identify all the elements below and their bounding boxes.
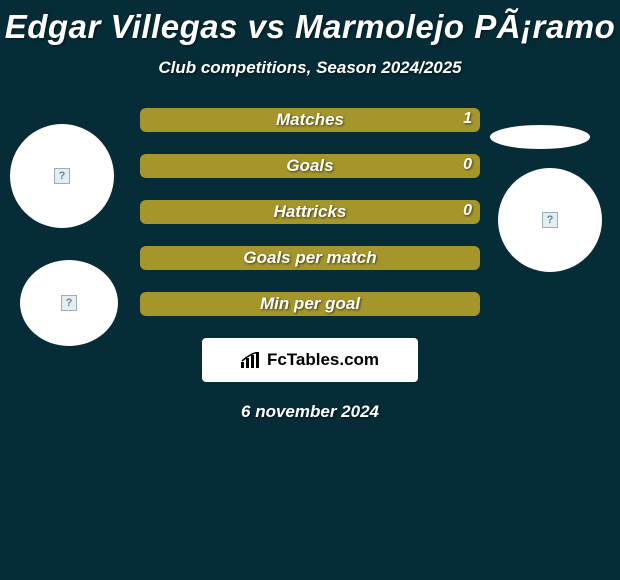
stat-value-right: 1 [463,110,472,128]
player-right-ellipse [490,125,590,149]
comparison-arena: Matches 1 Goals 0 Hattricks 0 Goals per match M… [0,108,620,338]
image-placeholder-icon [54,168,70,184]
stat-bar: Goals per match [140,246,480,270]
stat-label: Goals [286,156,333,176]
page-title: Edgar Villegas vs Marmolejo PÃ¡ramo [0,0,620,46]
stat-bar: Goals 0 [140,154,480,178]
stat-bar: Min per goal [140,292,480,316]
player-left-avatar-secondary [20,260,118,346]
image-placeholder-icon [61,295,77,311]
image-placeholder-icon [542,212,558,228]
stat-bars-container: Matches 1 Goals 0 Hattricks 0 Goals per match M… [140,108,480,338]
stat-value-right: 0 [463,156,472,174]
stat-bar: Matches 1 [140,108,480,132]
chart-icon [241,352,261,368]
stat-value-right: 0 [463,202,472,220]
stat-label: Hattricks [274,202,347,222]
attribution-badge[interactable]: FcTables.com [202,338,418,382]
player-right-avatar [498,168,602,272]
stat-label: Min per goal [260,294,360,314]
date-label: 6 november 2024 [0,402,620,422]
subtitle: Club competitions, Season 2024/2025 [0,58,620,78]
stat-bar: Hattricks 0 [140,200,480,224]
player-left-avatar [10,124,114,228]
stat-label: Matches [276,110,344,130]
attribution-text: FcTables.com [267,350,379,370]
stat-label: Goals per match [243,248,376,268]
